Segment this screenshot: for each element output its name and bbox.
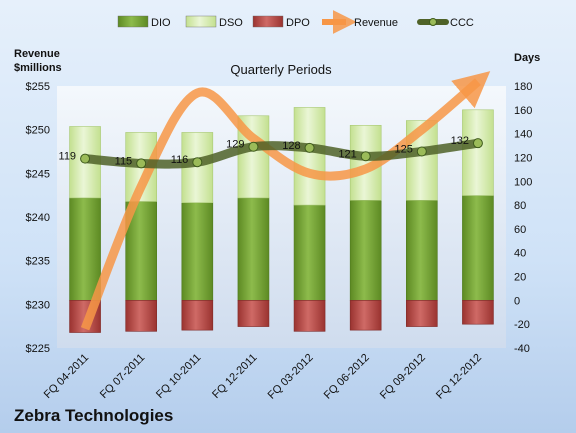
revenue-series (80, 71, 491, 331)
bar-dio (181, 202, 214, 301)
ccc-data-label: 121 (338, 148, 356, 160)
bar-dpo (293, 300, 326, 332)
legend-swatch-dio (117, 15, 149, 28)
left-tick-label: $230 (26, 299, 50, 311)
right-tick-label: -20 (514, 319, 530, 331)
right-tick-label: 40 (514, 248, 526, 260)
ccc-point (416, 146, 427, 157)
chart-subtitle: Quarterly Periods (230, 62, 332, 77)
bar-dio (237, 197, 270, 301)
legend-swatch-dpo (252, 15, 284, 28)
legend-label-ccc: CCC (450, 17, 474, 29)
ccc-data-label: 125 (394, 144, 412, 156)
left-tick-label: $240 (26, 212, 50, 224)
left-tick-label: $235 (26, 256, 50, 268)
bar-dpo (125, 300, 157, 332)
ccc-data-label: 119 (59, 151, 77, 163)
bar-dpo (462, 300, 494, 325)
right-axis-ticks: -40 -20 0 20 40 60 80 100 120 140 160 180 (514, 81, 532, 355)
ccc-series (80, 138, 483, 169)
ccc-data-label: 116 (171, 154, 189, 166)
left-axis-ticks: $225 $230 $235 $240 $245 $250 $255 (26, 81, 50, 355)
bar-dio (69, 197, 101, 301)
company-name: Zebra Technologies (14, 406, 173, 425)
right-tick-label: 80 (514, 200, 526, 212)
bar-dio (406, 200, 438, 301)
bar-dpo (406, 300, 438, 327)
legend: DIO DSO DPO Revenue CCC (117, 10, 474, 34)
bar-dpo (181, 300, 214, 331)
left-axis-title-line-2: $millions (14, 62, 62, 74)
bar-dso (462, 109, 494, 196)
ccc-data-label: 115 (115, 155, 133, 167)
ccc-data-label: 129 (226, 139, 244, 151)
legend-label-dpo: DPO (286, 17, 310, 29)
right-tick-label: 140 (514, 129, 532, 141)
left-axis-title-line-1: Revenue (14, 48, 60, 60)
left-tick-label: $255 (26, 81, 50, 93)
ccc-point (80, 153, 91, 164)
ccc-point (304, 142, 315, 153)
right-tick-label: 120 (514, 152, 532, 164)
legend-swatch-ccc (417, 18, 449, 26)
ccc-data-labels: 119 115 116 129 128 121 125 132 (59, 135, 469, 167)
legend-label-dio: DIO (151, 17, 171, 29)
bar-dso (293, 107, 326, 206)
ccc-data-label: 132 (451, 135, 469, 147)
left-tick-label: $250 (26, 125, 50, 137)
right-tick-label: 60 (514, 224, 526, 236)
right-tick-label: 20 (514, 272, 526, 284)
bar-dio (293, 204, 326, 301)
ccc-point (248, 141, 259, 152)
bar-dpo (349, 300, 382, 331)
bar-dio (349, 200, 382, 301)
right-tick-label: 180 (514, 81, 532, 93)
left-tick-label: $225 (26, 343, 50, 355)
right-tick-label: 100 (514, 176, 532, 188)
ccc-point (360, 151, 371, 162)
ccc-point (472, 138, 483, 149)
right-axis-title: Days (514, 52, 540, 64)
ccc-point (192, 157, 203, 168)
bar-dpo (237, 300, 270, 327)
right-tick-label: 0 (514, 295, 520, 307)
legend-label-dso: DSO (219, 17, 243, 29)
legend-label-revenue: Revenue (354, 17, 398, 29)
revenue-line (80, 71, 491, 331)
ccc-point (136, 158, 147, 169)
bar-dio (462, 195, 494, 301)
right-tick-label: 160 (514, 105, 532, 117)
legend-swatch-dso (185, 15, 217, 28)
right-tick-label: -40 (514, 343, 530, 355)
ccc-data-label: 128 (282, 140, 300, 152)
left-tick-label: $245 (26, 168, 50, 180)
